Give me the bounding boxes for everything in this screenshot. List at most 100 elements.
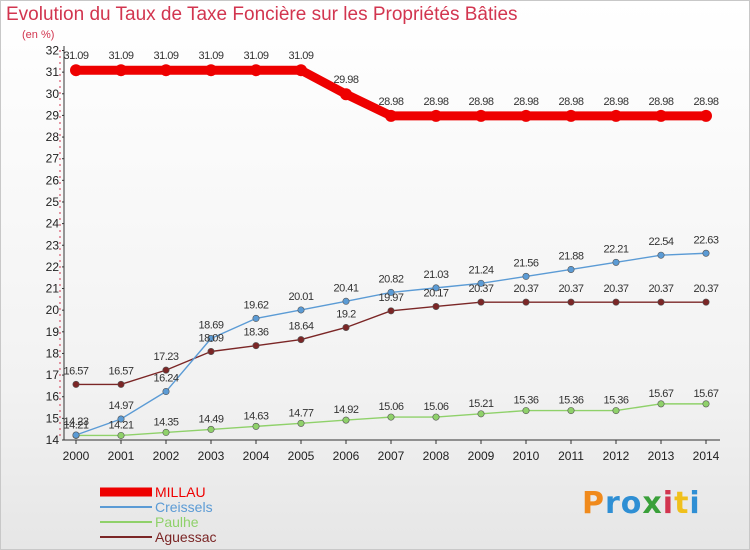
data-point xyxy=(477,298,485,306)
data-point xyxy=(520,109,532,122)
data-point xyxy=(117,415,125,423)
data-label: 19.2 xyxy=(336,308,356,320)
data-point xyxy=(657,400,665,408)
data-label: 20.37 xyxy=(693,283,718,295)
x-tick-label: 2000 xyxy=(63,449,90,463)
data-label: 20.37 xyxy=(558,283,583,295)
data-label: 16.57 xyxy=(108,365,133,377)
data-label: 19.62 xyxy=(243,299,268,311)
data-label: 29.98 xyxy=(333,74,358,86)
data-label: 21.56 xyxy=(513,257,538,269)
x-tick-label: 2009 xyxy=(468,449,495,463)
data-point xyxy=(207,425,215,433)
data-point xyxy=(342,323,350,331)
data-point xyxy=(522,272,530,280)
data-label: 14.23 xyxy=(63,416,88,428)
data-label: 21.03 xyxy=(423,269,448,281)
data-point xyxy=(342,297,350,305)
data-point xyxy=(297,336,305,344)
data-label: 17.23 xyxy=(153,351,178,363)
data-point xyxy=(340,88,352,101)
data-label: 31.09 xyxy=(243,50,268,62)
data-label: 14.97 xyxy=(108,400,133,412)
data-point xyxy=(477,410,485,418)
data-label: 28.98 xyxy=(513,96,538,108)
data-point xyxy=(207,335,215,343)
data-point xyxy=(72,431,80,439)
data-label: 21.24 xyxy=(468,264,493,276)
data-label: 28.98 xyxy=(648,96,673,108)
data-label: 31.09 xyxy=(153,50,178,62)
data-label: 15.36 xyxy=(603,395,628,407)
y-tick-label: 16 xyxy=(46,390,60,404)
data-point xyxy=(250,64,262,77)
y-tick-label: 26 xyxy=(46,173,60,187)
data-point xyxy=(430,109,442,122)
x-tick-label: 2007 xyxy=(378,449,405,463)
y-tick-label: 14 xyxy=(46,433,60,447)
data-label: 14.35 xyxy=(153,416,178,428)
x-tick-label: 2012 xyxy=(603,449,630,463)
proxiti-logo: Proxiti xyxy=(582,486,701,521)
data-label: 16.24 xyxy=(153,373,178,385)
y-tick-label: 28 xyxy=(46,130,60,144)
x-tick-label: 2003 xyxy=(198,449,225,463)
data-point xyxy=(657,298,665,306)
data-point xyxy=(565,109,577,122)
data-point xyxy=(522,298,530,306)
data-point xyxy=(475,109,487,122)
data-point xyxy=(117,380,125,388)
data-label: 14.63 xyxy=(243,410,268,422)
y-tick-label: 25 xyxy=(46,195,60,209)
y-tick-label: 21 xyxy=(46,282,60,296)
data-point xyxy=(387,413,395,421)
data-label: 19.97 xyxy=(378,292,403,304)
x-tick-label: 2013 xyxy=(648,449,675,463)
data-point xyxy=(252,342,260,350)
y-tick-label: 29 xyxy=(46,108,60,122)
data-point xyxy=(115,64,127,77)
data-point xyxy=(522,407,530,415)
y-tick-label: 18 xyxy=(46,346,60,360)
data-label: 14.77 xyxy=(288,407,313,419)
legend-label: MILLAU xyxy=(155,484,206,500)
data-point xyxy=(702,298,710,306)
data-label: 15.21 xyxy=(468,398,493,410)
data-label: 14.92 xyxy=(333,404,358,416)
data-point xyxy=(657,251,665,259)
data-point xyxy=(432,302,440,310)
data-label: 28.98 xyxy=(693,96,718,108)
data-label: 28.98 xyxy=(378,96,403,108)
data-point xyxy=(567,407,575,415)
data-point xyxy=(477,279,485,287)
data-label: 18.36 xyxy=(243,327,268,339)
data-point xyxy=(205,64,217,77)
data-label: 28.98 xyxy=(558,96,583,108)
y-tick-label: 19 xyxy=(46,325,60,339)
data-point xyxy=(385,109,397,122)
data-label: 20.37 xyxy=(468,283,493,295)
data-labels: 31.09 31.09 31.09 31.09 31.09 31.09 29.98 28.98… xyxy=(63,50,719,431)
data-label: 20.17 xyxy=(423,287,448,299)
data-label: 15.06 xyxy=(378,401,403,413)
data-label: 31.09 xyxy=(63,50,88,62)
data-label: 20.37 xyxy=(603,283,628,295)
data-label: 18.64 xyxy=(288,321,313,333)
data-point xyxy=(612,298,620,306)
x-tick-label: 2014 xyxy=(693,449,720,463)
data-label: 15.36 xyxy=(513,395,538,407)
data-label: 21.88 xyxy=(558,250,583,262)
data-label: 28.98 xyxy=(603,96,628,108)
data-point xyxy=(387,288,395,296)
x-tick-label: 2002 xyxy=(153,449,180,463)
data-point xyxy=(297,419,305,427)
data-point xyxy=(162,428,170,436)
data-point xyxy=(387,307,395,315)
data-label: 28.98 xyxy=(468,96,493,108)
data-point xyxy=(297,306,305,314)
unit-label: (en %) xyxy=(22,29,55,41)
data-point xyxy=(70,64,82,77)
data-label: 15.36 xyxy=(558,395,583,407)
